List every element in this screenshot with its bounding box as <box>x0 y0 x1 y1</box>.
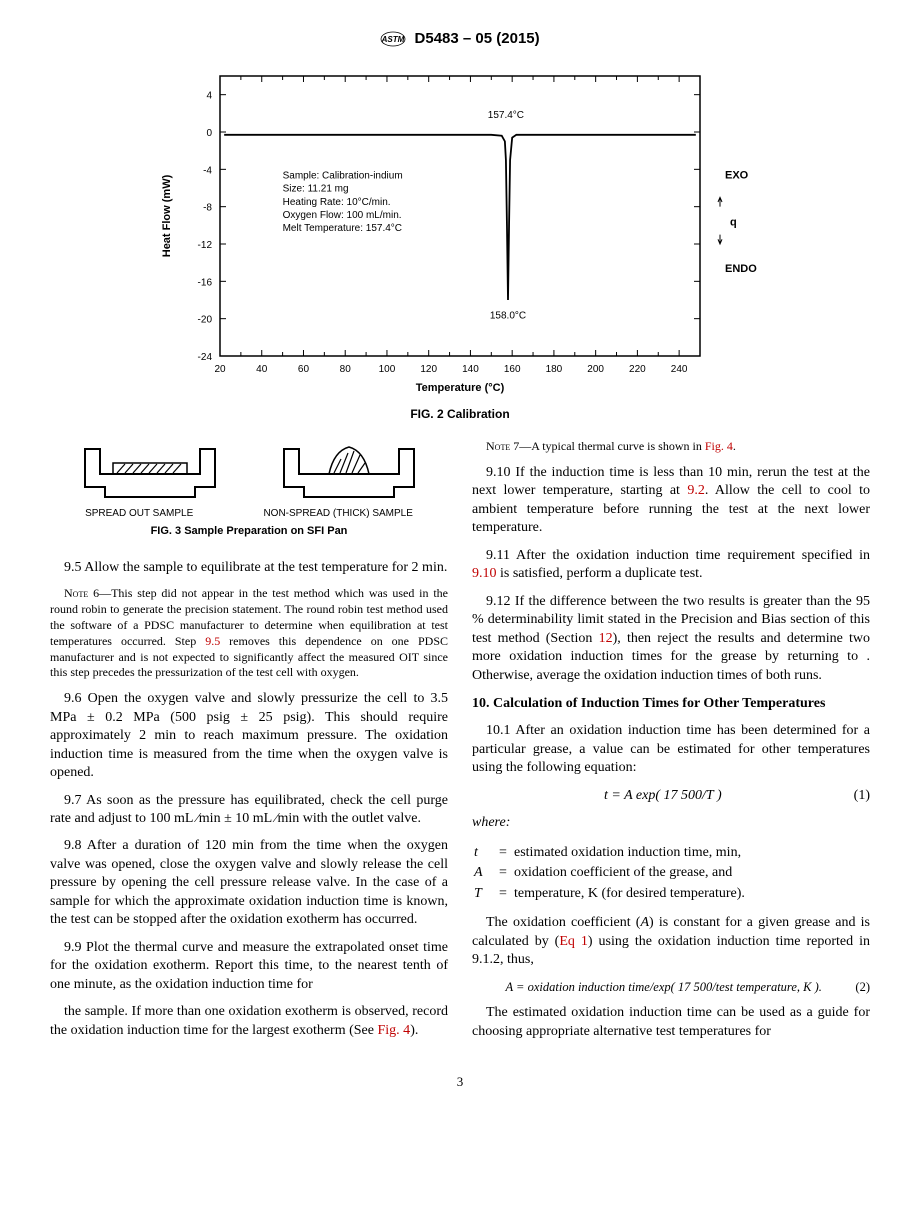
eq1-text: t = A exp( 17 500/T ) <box>604 788 722 803</box>
svg-text:160: 160 <box>504 364 521 375</box>
eq2-text: A = oxidation induction time/exp( 17 500… <box>506 980 822 994</box>
svg-text:Size: 11.21 mg: Size: 11.21 mg <box>283 184 349 195</box>
doc-header: ASTM D5483 – 05 (2015) <box>50 30 870 47</box>
para-9-10: 9.10 If the induction time is less than … <box>472 464 870 538</box>
svg-text:80: 80 <box>340 364 352 375</box>
svg-text:-16: -16 <box>198 277 213 288</box>
para-10-1: 10.1 After an oxidation induction time h… <box>472 722 870 777</box>
para-9-11: 9.11 After the oxidation induction time … <box>472 547 870 584</box>
def-A-row: A=oxidation coefficient of the grease, a… <box>474 864 745 882</box>
link-12[interactable]: 12 <box>599 631 613 646</box>
note-7-end: . <box>733 439 736 453</box>
svg-text:ASTM: ASTM <box>381 35 405 44</box>
link-eq1[interactable]: Eq 1 <box>559 934 588 949</box>
fig3-right-pan-icon <box>274 439 424 499</box>
link-fig4-a[interactable]: Fig. 4 <box>378 1023 411 1038</box>
note-7-text: A typical thermal curve is shown in <box>531 439 705 453</box>
svg-text:220: 220 <box>629 364 646 375</box>
link-9-2[interactable]: 9.2 <box>687 483 705 498</box>
para-9-11b: is satisfied, perform a duplicate test. <box>497 566 703 581</box>
para-9-5: 9.5 Allow the sample to equilibrate at t… <box>50 559 448 577</box>
para-10-coef-a: The oxidation coefficient ( <box>486 915 640 930</box>
where-label: where: <box>472 814 870 832</box>
svg-text:-24: -24 <box>198 352 213 363</box>
para-9-7: 9.7 As soon as the pressure has equilibr… <box>50 792 448 829</box>
svg-text:100: 100 <box>379 364 396 375</box>
fig2-caption: FIG. 2 Calibration <box>50 407 870 421</box>
equation-2: A = oxidation induction time/exp( 17 500… <box>472 979 870 996</box>
para-10-last: The estimated oxidation induction time c… <box>472 1004 870 1041</box>
svg-text:240: 240 <box>671 364 688 375</box>
svg-text:20: 20 <box>214 364 226 375</box>
svg-text:140: 140 <box>462 364 479 375</box>
eq2-num: (2) <box>855 979 870 996</box>
svg-text:ENDO: ENDO <box>725 263 757 275</box>
svg-text:157.4°C: 157.4°C <box>488 110 524 121</box>
svg-text:-20: -20 <box>198 315 213 326</box>
svg-text:120: 120 <box>420 364 437 375</box>
note-6: Note 6—This step did not appear in the t… <box>50 586 448 681</box>
eq1-num: (1) <box>854 787 870 805</box>
note-7-label: Note 7— <box>486 439 531 453</box>
svg-text:200: 200 <box>587 364 604 375</box>
svg-text:EXO: EXO <box>725 170 749 182</box>
para-10-coef: The oxidation coefficient (A) is constan… <box>472 914 870 969</box>
def-t-row: t=estimated oxidation induction time, mi… <box>474 844 745 862</box>
svg-text:-12: -12 <box>198 240 213 251</box>
svg-text:Heating Rate: 10°C/min.: Heating Rate: 10°C/min. <box>283 197 391 208</box>
sym-A: A <box>640 915 649 930</box>
svg-text:Oxygen Flow: 100 mL/min.: Oxygen Flow: 100 mL/min. <box>283 210 402 221</box>
fig3-caption: FIG. 3 Sample Preparation on SFI Pan <box>50 524 448 539</box>
def-T-row: T=temperature, K (for desired temperatur… <box>474 885 745 903</box>
para-9-9-a: 9.9 Plot the thermal curve and measure t… <box>50 939 448 994</box>
svg-text:q: q <box>730 216 737 228</box>
section-10-title: 10. Calculation of Induction Times for O… <box>472 695 870 713</box>
svg-text:158.0°C: 158.0°C <box>490 311 526 322</box>
link-9-5[interactable]: 9.5 <box>205 634 220 648</box>
note-6-label: Note 6— <box>64 586 111 600</box>
svg-text:60: 60 <box>298 364 310 375</box>
para-9-8: 9.8 After a duration of 120 min from the… <box>50 837 448 929</box>
svg-text:Sample: Calibration-indium: Sample: Calibration-indium <box>283 171 403 182</box>
para-9-6: 9.6 Open the oxygen valve and slowly pre… <box>50 690 448 782</box>
fig3-left-label: SPREAD OUT SAMPLE <box>85 507 193 520</box>
page-number: 3 <box>50 1074 870 1090</box>
para-9-11a: 9.11 After the oxidation induction time … <box>486 548 870 563</box>
designation: D5483 – 05 (2015) <box>415 30 540 47</box>
svg-text:-8: -8 <box>203 203 212 214</box>
para-9-9-c: ). <box>410 1023 418 1038</box>
fig3-block: SPREAD OUT SAMPLE NON-SPREAD (THICK) SAM… <box>50 439 448 539</box>
fig3-left-pan-icon <box>75 439 225 499</box>
svg-text:40: 40 <box>256 364 268 375</box>
variable-definitions: t=estimated oxidation induction time, mi… <box>472 842 747 905</box>
para-9-12: 9.12 If the difference between the two r… <box>472 593 870 685</box>
svg-text:0: 0 <box>206 128 212 139</box>
equation-1: t = A exp( 17 500/T ) (1) <box>472 787 870 805</box>
link-9-10[interactable]: 9.10 <box>472 566 497 581</box>
svg-text:-4: -4 <box>203 165 212 176</box>
svg-text:Temperature (°C): Temperature (°C) <box>416 382 505 394</box>
svg-text:Heat Flow (mW): Heat Flow (mW) <box>161 174 173 257</box>
fig2-chart: 20406080100120140160180200220240-24-20-1… <box>50 61 870 401</box>
svg-text:180: 180 <box>546 364 563 375</box>
para-9-9-b: the sample. If more than one oxidation e… <box>50 1003 448 1040</box>
link-fig4-b[interactable]: Fig. 4 <box>705 439 733 453</box>
note-7: Note 7—A typical thermal curve is shown … <box>472 439 870 455</box>
fig3-right-label: NON-SPREAD (THICK) SAMPLE <box>263 507 412 520</box>
svg-text:4: 4 <box>206 91 212 102</box>
svg-text:Melt Temperature: 157.4°C: Melt Temperature: 157.4°C <box>283 223 402 234</box>
astm-logo-icon: ASTM <box>380 31 406 47</box>
